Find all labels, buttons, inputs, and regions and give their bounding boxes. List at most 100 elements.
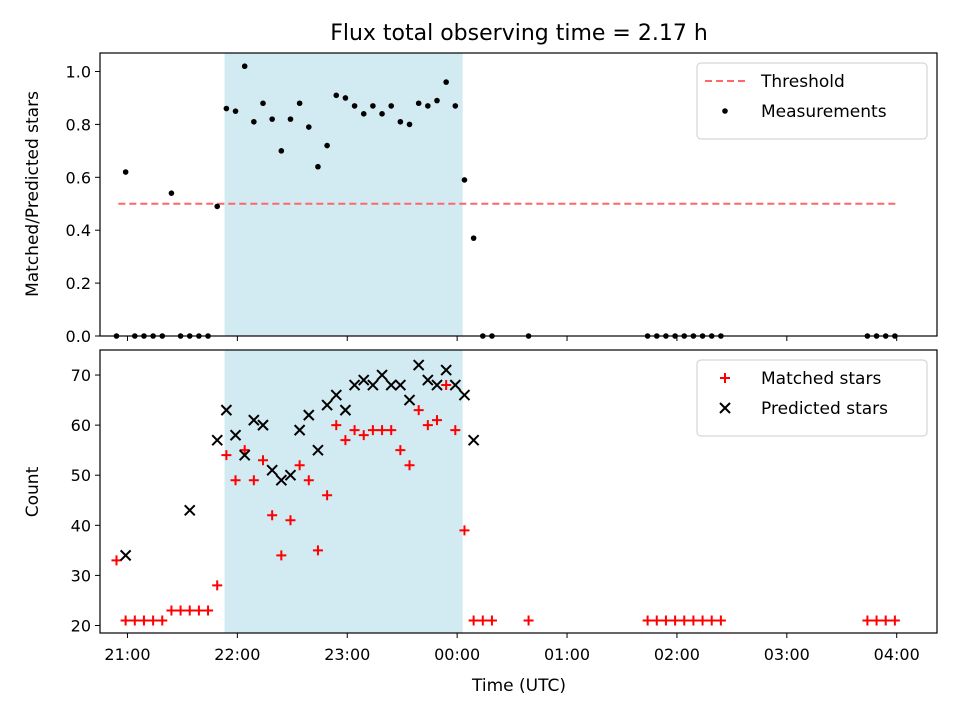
matched-star-point <box>404 460 415 471</box>
legend-label: Measurements <box>761 102 887 122</box>
measurement-point <box>342 95 349 101</box>
predicted-star-point <box>394 379 407 391</box>
bottom-shaded-region <box>224 350 463 633</box>
predicted-star-point <box>238 449 251 461</box>
predicted-star-point <box>431 379 443 391</box>
top-y-tick-label: 0.6 <box>66 168 91 187</box>
matched-star-point <box>138 615 149 626</box>
matched-star-point <box>212 580 223 591</box>
predicted-star-point <box>211 434 223 446</box>
matched-star-point <box>880 615 891 626</box>
measurement-point <box>333 92 340 99</box>
top-y-tick-label: 0.4 <box>66 221 91 240</box>
bottom-legend: Matched stars Predicted stars <box>696 359 928 437</box>
measurement-point <box>452 103 459 109</box>
matched-star-point <box>340 435 351 446</box>
bottom-y-tick-label: 50 <box>71 466 91 485</box>
bottom-y-tick-label: 40 <box>71 516 91 535</box>
x-tick-label: 23:00 <box>324 645 370 664</box>
matched-star-point <box>239 445 250 456</box>
measurement-point <box>315 163 321 170</box>
matched-star-point <box>422 420 433 431</box>
legend-label: Matched stars <box>761 369 881 389</box>
measurement-point <box>370 103 376 109</box>
matched-star-point <box>395 445 406 456</box>
matched-star-point <box>230 475 241 486</box>
predicted-star-point <box>339 404 352 416</box>
measurement-point <box>461 177 468 183</box>
measurement-point <box>269 116 275 122</box>
measurement-point <box>287 116 294 122</box>
predicted-star-point <box>184 504 196 516</box>
legend-box <box>696 359 928 437</box>
measurement-point <box>296 100 303 107</box>
predicted-star-point <box>321 399 333 411</box>
matched-star-point <box>459 525 470 536</box>
measurement-point <box>241 63 248 70</box>
matched-star-point <box>166 605 177 616</box>
predicted-star-point <box>449 379 462 391</box>
legend-label: Threshold <box>760 72 845 92</box>
x-tick-label: 21:00 <box>104 645 150 664</box>
matched-star-point <box>441 380 452 391</box>
matched-star-point <box>431 415 442 426</box>
matched-star-point <box>175 605 186 616</box>
matched-star-point <box>157 615 168 626</box>
predicted-star-point <box>467 434 480 446</box>
matched-star-point <box>697 615 708 626</box>
measurement-point <box>260 100 266 107</box>
matched-star-point <box>413 405 424 416</box>
matched-star-point <box>651 615 662 626</box>
matched-star-point <box>120 615 131 626</box>
measurement-point <box>351 103 358 109</box>
matched-star-point <box>129 615 140 626</box>
predicted-star-point <box>367 379 379 391</box>
bottom-y-tick-label: 70 <box>71 366 91 385</box>
matched-star-point <box>221 450 232 461</box>
bottom-y-tick-label: 20 <box>71 616 91 635</box>
x-tick-label: 22:00 <box>214 645 260 664</box>
figure-title: Flux total observing time = 2.17 h <box>330 21 708 46</box>
predicted-star-point <box>412 359 425 371</box>
top-legend: Threshold Measurements <box>696 62 928 140</box>
bottom-y-tick-label: 30 <box>71 566 91 585</box>
measurement-point <box>470 235 477 241</box>
predicted-star-point <box>275 474 288 486</box>
legend-matched-swatch <box>720 373 730 383</box>
top-y-label: Matched/Predicted stars <box>23 91 43 297</box>
matched-star-point <box>468 615 479 626</box>
matched-star-point <box>248 475 259 486</box>
measurement-point <box>324 142 330 149</box>
measurement-point <box>434 97 440 104</box>
predicted-star-point <box>220 404 233 416</box>
matched-star-point <box>660 615 671 626</box>
bottom-panel: Count Time (UTC) 20 30 40 50 60 70 21:00 22:00 2… <box>23 349 938 696</box>
predicted-star-point <box>119 549 132 562</box>
bottom-plot-frame <box>99 349 938 634</box>
legend-measurement-swatch <box>722 108 728 114</box>
measurement-point <box>223 105 230 112</box>
matched-star-point <box>193 605 204 616</box>
matched-star-point <box>862 615 873 626</box>
matched-star-point <box>294 460 305 471</box>
predicted-star-point <box>303 409 315 421</box>
measurement-point <box>415 100 422 107</box>
x-tick-label: 01:00 <box>544 645 590 664</box>
measurement-point <box>122 169 129 175</box>
matched-star-point <box>285 515 296 526</box>
matched-star-point <box>331 420 342 431</box>
top-plot-frame <box>99 52 938 337</box>
matched-star-point <box>889 615 900 626</box>
predicted-star-point <box>330 389 342 401</box>
predicted-star-point <box>229 429 242 441</box>
predicted-star-point <box>266 464 278 476</box>
measurement-point <box>214 203 221 210</box>
matched-star-point <box>312 545 323 556</box>
measurement-point <box>278 148 285 154</box>
matched-star-point <box>267 510 278 521</box>
measurement-point <box>406 121 413 128</box>
top-panel: Matched/Predicted stars 0.0 0.2 0.4 0.6 0.8 1… <box>23 52 938 346</box>
measurement-point <box>443 79 449 85</box>
matched-star-point <box>523 615 534 626</box>
measurement-point <box>251 118 257 125</box>
